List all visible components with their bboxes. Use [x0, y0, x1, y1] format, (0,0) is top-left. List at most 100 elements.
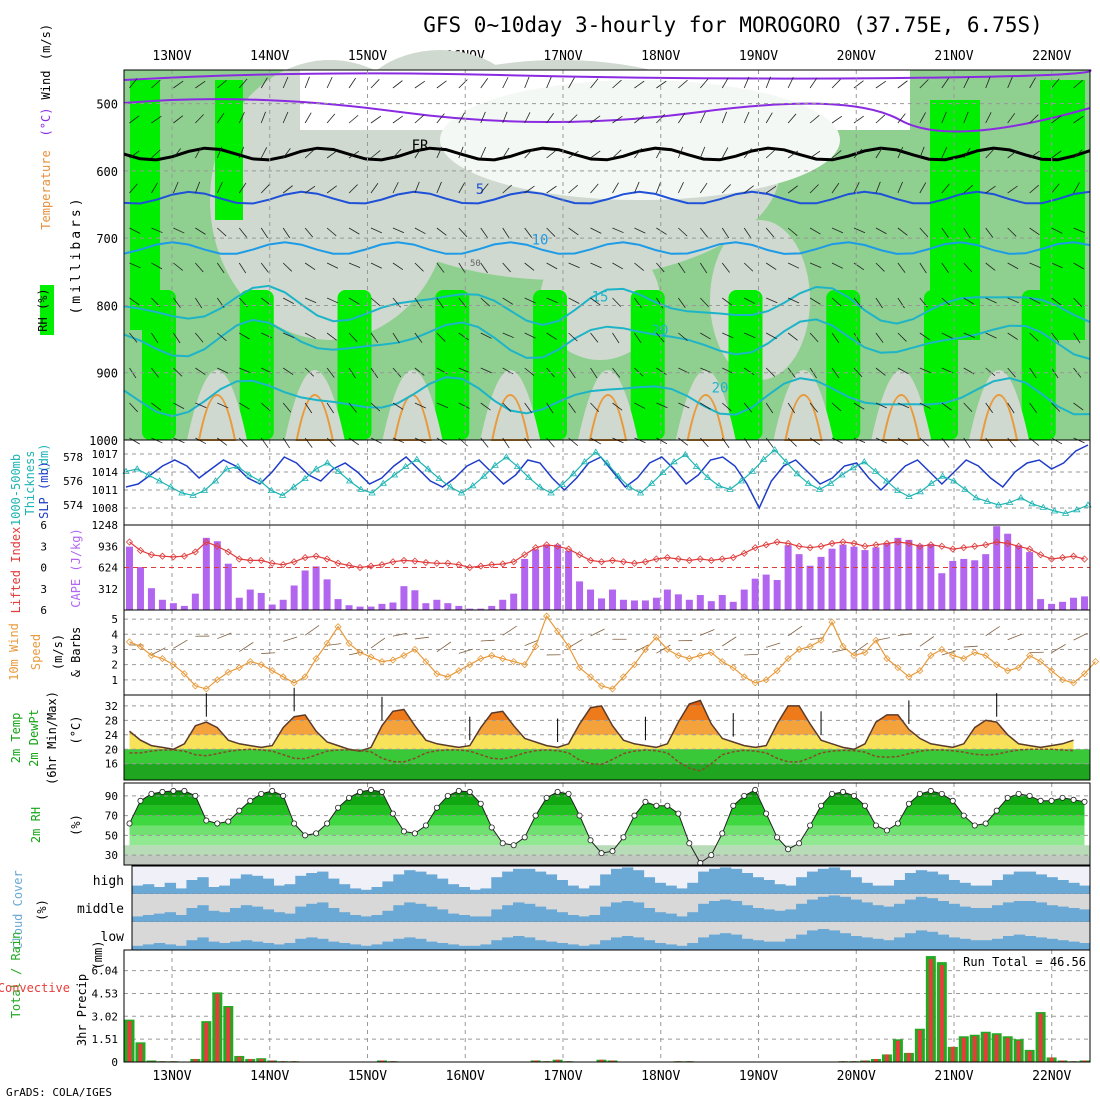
- cloud-cell: [643, 908, 656, 922]
- wind-barb: [787, 113, 797, 124]
- thickness-marker: [625, 483, 634, 490]
- wind10-marker: [411, 645, 419, 654]
- li-marker: [180, 552, 188, 560]
- wind-barb: [348, 77, 357, 89]
- wind-barb: [722, 332, 734, 339]
- cloud-cell: [502, 871, 514, 894]
- wind10-marker: [367, 653, 375, 661]
- li-marker: [916, 542, 924, 550]
- wind-barb: [656, 227, 667, 235]
- wind10-marker: [125, 638, 134, 646]
- wind-barb: [897, 262, 906, 273]
- li-marker: [356, 563, 364, 572]
- thickness-marker: [424, 465, 432, 472]
- wind-barb: [524, 262, 535, 271]
- panel-label: 2m RH: [29, 807, 43, 843]
- cloud-cell: [600, 906, 612, 922]
- cloud-cell: [295, 938, 307, 950]
- thickness-marker: [815, 485, 824, 492]
- cloud-cell: [197, 877, 209, 894]
- cloud-cell: [1046, 877, 1058, 894]
- cloud-cell: [229, 908, 242, 922]
- cloud-cell: [698, 871, 710, 894]
- wind-barb: [392, 182, 399, 194]
- top-day-label: 13NOV: [152, 49, 191, 64]
- wind-barb: [875, 367, 886, 376]
- wind-barb: [1007, 367, 1016, 378]
- wind10-barb: [744, 653, 759, 656]
- wind-barb: [546, 262, 558, 270]
- wind-barb: [458, 112, 465, 124]
- wind-barb: [831, 227, 844, 234]
- wind-barb: [963, 332, 975, 339]
- cloud-cell: [132, 885, 144, 894]
- li-marker: [466, 563, 474, 572]
- cloud-cell: [491, 877, 503, 894]
- wind-barb: [744, 297, 756, 304]
- cloud-cell: [502, 905, 514, 922]
- precip-convective-bar: [928, 959, 933, 1062]
- cloud-cell: [578, 945, 590, 950]
- rh-marker: [225, 818, 232, 825]
- cape-bar: [312, 566, 320, 610]
- wind-barb: [480, 297, 490, 307]
- wind-barb: [129, 115, 140, 124]
- rh-marker: [236, 807, 243, 814]
- wind-barb: [414, 262, 424, 272]
- cape-bar: [938, 573, 946, 610]
- wind-barb: [282, 297, 294, 305]
- wind-barb: [1073, 297, 1083, 307]
- li-marker: [389, 558, 397, 566]
- li-marker: [740, 549, 748, 557]
- wind10-marker: [784, 655, 792, 663]
- precip-convective-bar: [610, 1060, 615, 1062]
- wind-barb: [568, 297, 580, 304]
- cape-bar: [806, 565, 814, 610]
- wind10-marker: [301, 673, 309, 681]
- cape-bar: [993, 526, 1001, 610]
- wind-barb: [129, 183, 138, 194]
- li-marker: [971, 542, 979, 550]
- wind-barb: [765, 112, 773, 124]
- cloud-cell: [425, 874, 438, 894]
- chart-title: GFS 0~10day 3-hourly for MOROGORO (37.75…: [423, 13, 1043, 37]
- cloud-cell: [926, 931, 939, 950]
- wind-barb: [678, 112, 686, 124]
- rh-marker: [993, 807, 1000, 814]
- cape-bar: [850, 546, 858, 610]
- cape-bar: [685, 599, 693, 610]
- cloud-cell: [796, 934, 808, 950]
- temp-tick-label: 28: [105, 714, 118, 727]
- wind-barb: [370, 115, 382, 124]
- wind-barb: [568, 367, 576, 379]
- cape-bar: [1026, 552, 1034, 610]
- panel-label: (m/s): [51, 634, 65, 670]
- thickness-marker: [346, 477, 354, 484]
- rh-marker: [378, 788, 385, 795]
- thickness-marker: [390, 471, 399, 478]
- wind-barb: [260, 184, 270, 194]
- wind-barb: [590, 332, 599, 343]
- cloud-cell: [1035, 902, 1047, 922]
- cloud-cell: [698, 903, 710, 922]
- wind-barb: [985, 297, 997, 304]
- li-marker: [795, 542, 803, 550]
- top-day-label: 15NOV: [348, 49, 387, 64]
- wind10-marker: [455, 667, 463, 675]
- wind10-marker: [663, 645, 671, 654]
- wind-barb: [414, 437, 426, 444]
- thickness-marker: [524, 473, 533, 480]
- panel-label: Lifted Index: [9, 527, 23, 614]
- thickness-marker: [1039, 503, 1047, 510]
- wind-barb: [875, 297, 883, 309]
- precip-convective-bar: [1038, 1013, 1043, 1062]
- wind-barb: [502, 227, 510, 239]
- precip-convective-bar: [1016, 1040, 1021, 1062]
- cape-tick-label: 1248: [92, 519, 119, 532]
- wind10-marker: [532, 642, 540, 650]
- rh-marker: [949, 797, 956, 804]
- cloud-cell: [687, 943, 699, 950]
- wind-barb: [919, 367, 932, 374]
- dewpoint-line: [129, 748, 1074, 772]
- wind-barb: [787, 76, 794, 89]
